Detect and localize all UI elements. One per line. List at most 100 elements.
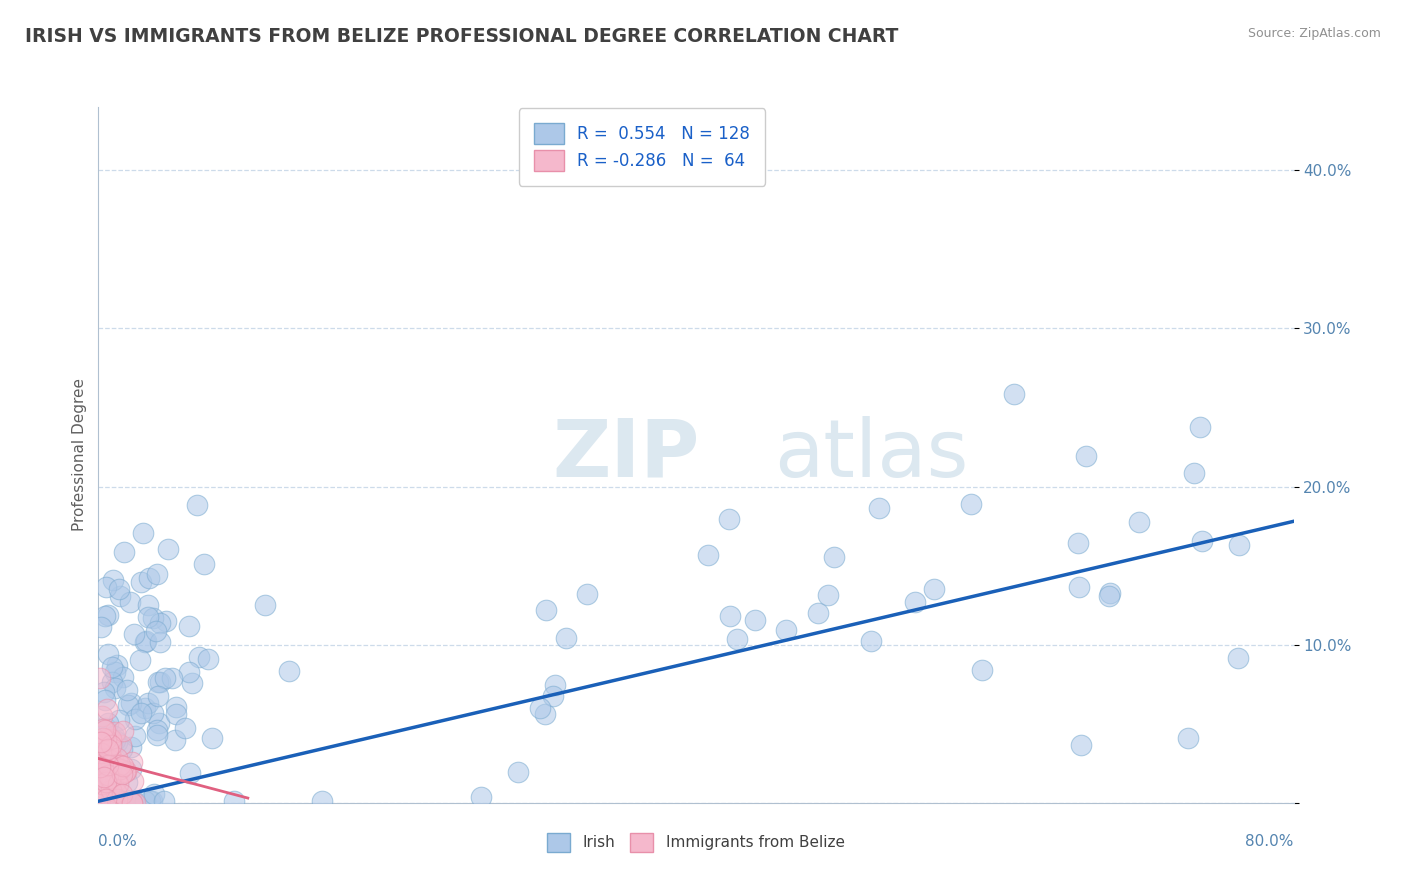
Text: IRISH VS IMMIGRANTS FROM BELIZE PROFESSIONAL DEGREE CORRELATION CHART: IRISH VS IMMIGRANTS FROM BELIZE PROFESSI… <box>25 27 898 45</box>
Point <box>555 631 578 645</box>
Point <box>311 794 333 808</box>
Point <box>94 580 117 594</box>
Point <box>111 787 134 801</box>
Point <box>508 764 530 779</box>
Point <box>94 750 117 764</box>
Point <box>177 665 200 679</box>
Point <box>188 650 211 665</box>
Point <box>98 771 121 785</box>
Point <box>534 603 557 617</box>
Point <box>96 702 118 716</box>
Text: 80.0%: 80.0% <box>1246 834 1294 849</box>
Point <box>100 792 122 806</box>
Point <box>148 716 170 731</box>
Point <box>100 772 122 786</box>
Point <box>924 582 946 597</box>
Point <box>90 788 112 802</box>
Point <box>142 611 165 625</box>
Point <box>93 608 115 623</box>
Point <box>134 635 156 649</box>
Point <box>98 753 121 767</box>
Point <box>165 700 187 714</box>
Point <box>111 767 134 781</box>
Point <box>1098 589 1121 603</box>
Point <box>142 706 165 720</box>
Point <box>89 759 111 773</box>
Point <box>145 729 167 743</box>
Point <box>128 653 150 667</box>
Point <box>90 735 112 749</box>
Point <box>136 696 159 710</box>
Point <box>90 747 112 761</box>
Point <box>111 794 134 808</box>
Point <box>97 608 120 623</box>
Point <box>122 794 145 808</box>
Point <box>105 792 128 806</box>
Point <box>112 723 135 738</box>
Point <box>121 774 143 789</box>
Point <box>104 785 127 799</box>
Point <box>94 776 117 790</box>
Point <box>149 675 172 690</box>
Point <box>107 657 129 672</box>
Point <box>134 701 156 715</box>
Point <box>104 773 127 788</box>
Point <box>134 794 156 808</box>
Point <box>138 598 160 612</box>
Point <box>124 712 146 726</box>
Point <box>90 771 112 785</box>
Point <box>1191 533 1213 548</box>
Point <box>90 739 112 753</box>
Point <box>89 792 111 806</box>
Point <box>100 738 122 752</box>
Point <box>142 787 165 801</box>
Point <box>98 746 121 760</box>
Point <box>224 794 246 808</box>
Point <box>152 794 174 808</box>
Point <box>859 633 882 648</box>
Point <box>107 762 129 776</box>
Point <box>97 758 120 772</box>
Legend: Irish, Immigrants from Belize: Irish, Immigrants from Belize <box>541 827 851 858</box>
Point <box>149 615 172 630</box>
Point <box>108 762 131 776</box>
Point <box>135 633 157 648</box>
Point <box>1227 538 1250 552</box>
Point <box>111 670 134 684</box>
Point <box>1182 467 1205 481</box>
Point <box>94 792 117 806</box>
Point <box>121 755 143 769</box>
Point <box>146 567 169 582</box>
Point <box>120 594 142 608</box>
Point <box>129 575 152 590</box>
Point <box>718 609 741 624</box>
Point <box>1002 387 1025 401</box>
Point <box>94 732 117 747</box>
Point <box>117 698 139 712</box>
Point <box>744 613 766 627</box>
Point <box>100 660 122 674</box>
Point <box>131 526 153 541</box>
Point <box>201 731 224 746</box>
Point <box>90 777 112 791</box>
Point <box>529 701 551 715</box>
Point <box>93 770 115 784</box>
Point <box>124 794 146 808</box>
Point <box>101 753 124 767</box>
Point <box>91 785 114 799</box>
Point <box>869 500 891 515</box>
Point <box>103 729 125 743</box>
Point <box>89 672 111 686</box>
Point <box>120 762 142 776</box>
Point <box>107 713 129 727</box>
Point <box>114 765 136 780</box>
Point <box>543 690 565 704</box>
Point <box>146 689 169 703</box>
Point <box>104 665 127 680</box>
Text: ZIP: ZIP <box>553 416 700 494</box>
Point <box>1177 731 1199 745</box>
Point <box>120 696 142 710</box>
Point <box>121 796 143 810</box>
Point <box>89 737 111 751</box>
Point <box>157 541 180 556</box>
